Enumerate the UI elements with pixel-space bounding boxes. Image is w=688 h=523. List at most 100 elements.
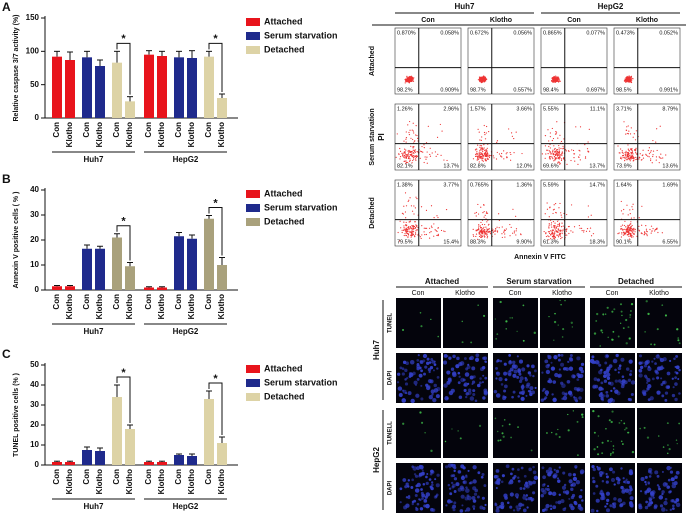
x-tick-label: Klotho [65,294,74,319]
event-dot [627,76,629,78]
bar [187,238,197,290]
significance-star: * [121,216,126,228]
cell-dot [425,475,428,479]
event-dot [429,232,431,234]
image-frame [493,408,538,458]
cell-dot [639,427,641,430]
event-dot [407,150,409,152]
event-dot [656,149,658,152]
quadrant-value: 82.1% [397,163,413,169]
cell-dot [625,318,628,322]
event-dot [558,151,560,153]
event-dot [477,144,479,146]
cell-dot [522,494,526,497]
quadrant-value: 0.672% [470,30,489,36]
cell-dot [606,439,610,442]
cell-dot [624,429,626,431]
cell-dot [562,490,566,494]
cell-dot [504,496,508,500]
event-dot [643,233,646,235]
cell-dot [494,318,496,320]
event-dot [650,225,653,227]
event-dot [578,149,580,151]
event-dot [634,139,637,141]
cell-dot [558,435,561,439]
event-dot [513,230,515,232]
event-dot [628,156,630,158]
event-dot [564,149,567,151]
event-dot [629,160,631,162]
event-dot [586,227,589,230]
cell-dot [667,444,669,446]
event-dot [548,224,550,226]
cell-dot [593,332,597,335]
event-dot [631,230,633,232]
cell-dot [431,393,434,396]
cell-dot [526,506,529,509]
event-dot [626,227,629,230]
event-dot [481,81,483,83]
event-dot [649,228,651,231]
cell-dot [456,356,460,361]
event-dot [624,159,626,162]
event-dot [509,235,511,237]
cell-dot [674,475,678,479]
cell-dot [638,368,643,373]
event-dot [620,200,622,203]
event-dot [584,144,586,146]
cell-dot [426,473,429,476]
quadrant-value: 73.9% [616,163,632,169]
cell-dot [591,465,595,469]
event-dot [632,230,635,232]
event-dot [423,227,425,229]
event-dot [557,157,559,160]
event-dot [558,79,561,81]
event-dot [416,151,418,153]
image-frame [540,298,585,348]
bar [95,248,105,290]
quadrant-value: 0.052% [659,30,678,36]
cell-dot [529,386,534,391]
cell-dot [503,362,507,366]
cell-dot [621,489,626,494]
quadrant-value: 1.36% [516,182,532,188]
cell-dot [401,398,407,403]
cell-dot [516,355,519,358]
image-frame [396,298,441,348]
event-dot [549,132,551,134]
event-dot [573,157,575,159]
legend-swatch [246,190,260,198]
event-dot [488,228,490,230]
quadrant-value: 3.77% [443,182,459,188]
event-dot [551,127,553,130]
event-dot [588,128,590,130]
cell-dot [467,390,472,395]
cell-dot [522,487,526,490]
event-dot [547,152,549,155]
cell-dot [546,432,548,434]
event-dot [426,162,428,164]
cell-dot [481,381,484,384]
event-dot [629,227,632,230]
event-dot [410,151,412,153]
cell-dot [605,313,607,315]
cell-dot [650,343,652,346]
event-dot [424,233,426,236]
event-dot [480,236,482,238]
cell-dot [447,377,452,382]
event-dot [408,149,410,152]
event-dot [441,130,443,132]
event-dot [627,125,629,127]
cell-dot [548,379,553,384]
event-dot [550,153,552,155]
cell-dot [611,338,614,341]
event-dot [558,225,560,228]
cell-dot [525,498,528,501]
event-dot [405,131,407,133]
event-dot [660,157,662,159]
event-dot [559,157,561,159]
cell-dot [661,304,664,306]
cell-dot [557,500,562,505]
cell-dot [666,465,671,471]
event-dot [620,210,623,212]
